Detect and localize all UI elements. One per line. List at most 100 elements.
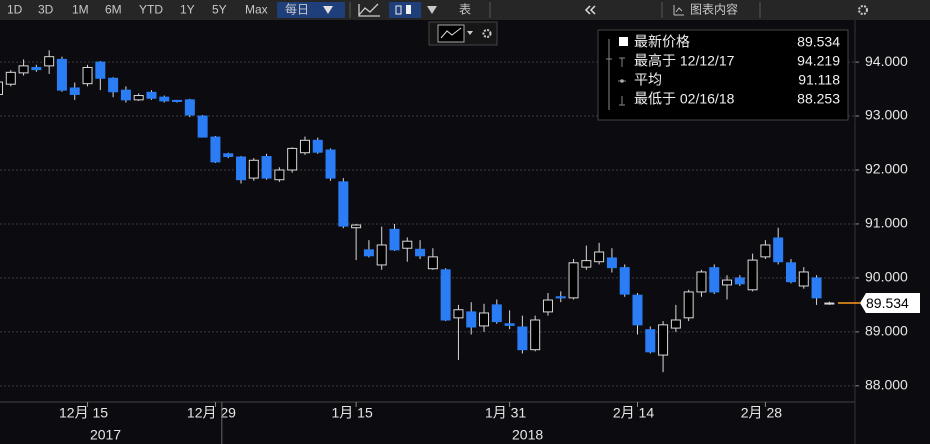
chart-content-icon (673, 5, 684, 16)
candle-body-down (338, 181, 349, 227)
x-tick-label: 2月 14 (613, 405, 654, 421)
candle-body-up (376, 244, 387, 266)
x-year-label: 2017 (90, 427, 121, 443)
candle-body-down (811, 277, 822, 299)
candle-body-down (172, 99, 183, 102)
candle-body-down (56, 58, 67, 91)
candle-body-down (440, 269, 451, 321)
stat-value: 88.253 (797, 91, 840, 107)
candle-body-up (542, 299, 553, 313)
table-button[interactable]: 表 (459, 3, 471, 17)
candle-body-down (69, 87, 80, 95)
candle-body-up (530, 319, 541, 351)
candle-body-up (5, 71, 16, 85)
range-button[interactable]: 6M (105, 3, 122, 17)
candle-body-down (632, 294, 643, 326)
candle-body-up (274, 169, 285, 181)
x-tick-label: 12月 29 (187, 405, 236, 421)
candle-body-up (658, 324, 669, 356)
x-tick-label: 2月 28 (741, 405, 782, 421)
candle-body-up (453, 309, 464, 319)
candle-body-up (722, 279, 733, 286)
candle-body-down (491, 304, 502, 323)
stat-label: 平均 (634, 72, 662, 88)
candle-body-down (236, 156, 247, 181)
settings-button[interactable] (858, 5, 868, 15)
candle-body-down (504, 323, 515, 326)
candle-body-up (351, 224, 362, 229)
candle-body-down (184, 99, 195, 116)
candle-body-up (44, 56, 55, 67)
range-button[interactable]: 1Y (180, 3, 195, 17)
stat-value: 91.118 (798, 72, 840, 88)
candle-body-up (479, 312, 490, 327)
candle-body-down (223, 153, 234, 158)
candle-body-up (82, 66, 93, 85)
candle-body-down (31, 66, 42, 71)
settings-button[interactable] (482, 29, 492, 38)
candle-icon (395, 5, 402, 15)
candle-body-down (619, 267, 630, 295)
legend-glyph (620, 79, 624, 83)
candle-body-down (146, 91, 157, 99)
frequency-label[interactable]: 每日 (285, 2, 309, 17)
candle-body-up (287, 147, 298, 171)
candle-body-down (517, 326, 528, 351)
candle-body-down (120, 89, 131, 101)
dropdown-arrow[interactable] (427, 6, 437, 14)
stat-value: 94.219 (797, 53, 840, 69)
candle-body-down (95, 61, 106, 79)
y-tick-label: 90.000 (865, 269, 908, 285)
candle-body-up (683, 291, 694, 319)
candle-body-down (709, 267, 720, 293)
y-tick-label: 94.000 (865, 53, 908, 69)
candle-body-down (261, 156, 272, 179)
stat-label: 最高于 12/12/17 (634, 53, 735, 69)
candle-body-down (555, 296, 566, 299)
chart-content-button[interactable]: 图表内容 (690, 2, 738, 17)
stats-box (597, 29, 849, 121)
last-price-tag (860, 293, 920, 314)
candle-body-down (466, 311, 477, 328)
legend-marker (619, 37, 628, 46)
candle-body-down (312, 139, 323, 153)
candle-body-up (568, 262, 579, 299)
range-button[interactable]: 1M (72, 3, 89, 17)
candle-body-up (594, 251, 605, 263)
range-button[interactable]: 3D (38, 3, 54, 17)
range-button[interactable]: YTD (139, 3, 163, 17)
line-chart-icon[interactable] (358, 3, 380, 17)
candle-body-up (747, 259, 758, 291)
chart-type-glyph (440, 27, 462, 39)
candle-body-down (197, 115, 208, 138)
candle-body-down (389, 228, 400, 251)
candle-body-down (108, 77, 119, 93)
y-tick-label: 89.000 (865, 323, 908, 339)
range-button[interactable]: 1D (7, 3, 23, 17)
range-button[interactable]: Max (245, 3, 268, 17)
candle-body-up (133, 95, 144, 101)
x-year-label: 2018 (512, 427, 543, 443)
candle-body-down (415, 248, 426, 257)
x-tick-label: 12月 15 (59, 405, 108, 421)
candle-icon (406, 5, 411, 14)
chart-type-icon[interactable] (437, 24, 465, 43)
toolbar (0, 0, 930, 20)
y-tick-label: 91.000 (865, 215, 908, 231)
collapse-button[interactable] (584, 5, 596, 15)
candle-body-up (18, 65, 29, 74)
range-button[interactable]: 5Y (212, 3, 227, 17)
candle-body-down (210, 136, 221, 163)
stat-label: 最新价格 (634, 34, 690, 50)
dropdown-arrow[interactable] (467, 31, 473, 35)
candle-body-down (159, 96, 170, 102)
candle-body-up (402, 240, 413, 249)
candle-button[interactable] (389, 2, 421, 18)
stat-label: 最低于 02/16/18 (634, 91, 735, 107)
candle-body-up (760, 244, 771, 258)
candle-body-down (734, 277, 745, 285)
candle-body-down (773, 237, 784, 263)
candle-body-up (670, 319, 681, 329)
